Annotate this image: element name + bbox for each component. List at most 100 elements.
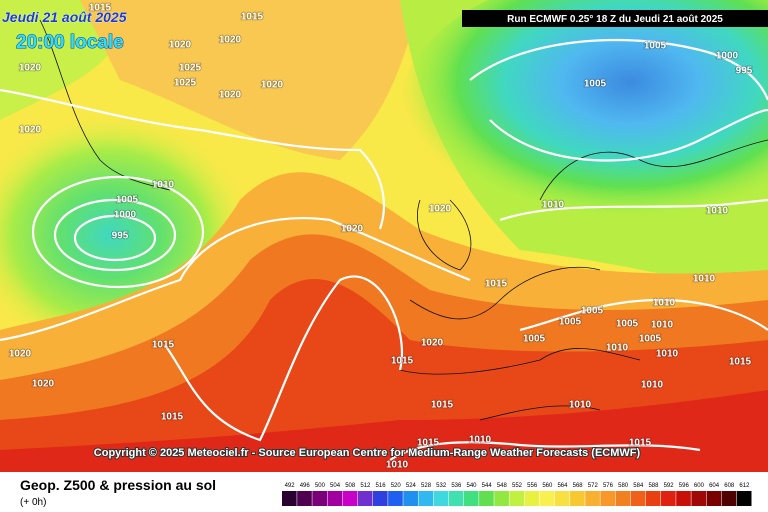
legend-swatch [706,491,722,506]
isobar-label: 1015 [241,12,264,23]
legend-swatch [327,491,343,506]
legend-label: 520 [391,483,402,489]
legend-label: 564 [557,483,568,489]
legend-swatch [312,491,327,506]
isobar-label: 1015 [89,3,112,14]
isobar-label: 1010 [469,435,492,446]
legend-label: 532 [436,483,447,489]
legend-swatch [615,491,631,506]
isobar-label: 1015 [629,438,652,449]
isobar-label: 1015 [431,400,454,411]
legend-swatch [479,491,494,506]
isobar-label: 1015 [485,279,508,290]
legend-swatch [282,491,297,506]
isobar-label: 1005 [616,319,639,330]
legend-label: 568 [573,483,584,489]
coastlines [39,19,768,421]
legend-label: 548 [497,483,508,489]
isobar-label: 1015 [729,357,752,368]
legend-label: 492 [285,483,296,489]
isobar-label: 1025 [179,63,202,74]
legend-label: 572 [588,483,599,489]
footer-title: Geop. Z500 & pression au sol [20,477,216,493]
legend-label: 580 [618,483,629,489]
isobar-label: 1015 [152,340,175,351]
isobar-label: 1010 [641,380,664,391]
isobar-label: 1010 [653,298,676,309]
legend-swatch [585,491,600,506]
legend-swatch [539,491,555,506]
time: 20:00 locale [16,32,124,53]
legend-label: 588 [648,483,659,489]
isobar-label: 1010 [706,206,729,217]
isobar-label: 1000 [114,210,137,221]
legend-label: 600 [694,483,705,489]
legend-label: 556 [527,483,538,489]
legend-swatch [388,491,403,506]
background [0,0,768,472]
isobar-label: 1010 [152,180,175,191]
legend-swatch [403,491,418,506]
legend-label: 544 [482,483,493,489]
isobar-label: 1010 [656,349,679,360]
isobar-label: 1015 [417,438,440,449]
isobar-label: 1010 [606,343,629,354]
isobar-label: 1020 [219,90,242,101]
legend-label: 552 [512,483,523,489]
run-box [462,10,768,27]
legend-swatch [691,491,707,506]
legend-swatch [524,491,540,506]
legend-swatch [630,491,646,506]
legend-label: 560 [542,483,553,489]
legend-swatch [357,491,373,506]
legend-swatch [494,491,509,506]
isobar-label: 1025 [174,78,197,89]
isobar-label: 1020 [429,204,452,215]
legend-label: 592 [664,483,675,489]
copyright: Copyright © 2025 Meteociel.fr - Source E… [94,447,641,459]
legend-swatch [554,491,570,506]
legend-label: 612 [739,483,750,489]
isobar-label: 1005 [584,79,607,90]
legend-swatch [645,491,661,506]
isobar-label: 1005 [644,41,667,52]
isobar-label: 1005 [639,334,662,345]
legend-label: 504 [330,483,341,489]
isobar-label: 1020 [19,125,42,136]
isobar-label: 1020 [9,349,32,360]
isobar-label: 1005 [523,334,546,345]
legend-label: 524 [406,483,417,489]
legend-label: 540 [467,483,478,489]
isobar-label: 1010 [386,460,409,471]
legend-swatch [448,491,464,506]
legend-label: 596 [679,483,690,489]
isobar-label: 1015 [391,356,414,367]
isobar-label: 1010 [569,400,592,411]
isobar-label: 1020 [421,338,444,349]
color-legend: 492 496 500 504 508 512 516 520 524 528 532 536 540 5… [282,483,752,506]
isobar-label: 1010 [693,274,716,285]
isobar-label: 1005 [559,317,582,328]
legend-swatch [418,491,434,506]
legend-swatch [736,491,752,506]
legend-label: 536 [451,483,462,489]
isobar-label: 995 [736,66,753,77]
isobar-label: 1005 [116,195,139,206]
isobar-label: 1010 [542,200,565,211]
legend-label: 528 [421,483,432,489]
legend-label: 608 [724,483,735,489]
footer-subtitle: (+ 0h) [20,497,46,508]
isobar-label: 1020 [169,40,192,51]
legend-swatch [570,491,585,506]
legend-label: 576 [603,483,614,489]
legend-swatch [297,491,312,506]
run-info: Run ECMWF 0.25° 18 Z du Jeudi 21 août 20… [507,14,723,25]
isobar-label: 1020 [19,63,42,74]
isobar-label: 1020 [219,35,242,46]
legend-label: 512 [360,483,371,489]
legend-swatch [661,491,676,506]
legend-swatch [600,491,616,506]
isobar-label: 1000 [716,51,739,62]
isobar-labels: 1015 1015 1020 1020 1020 1025 1025 1020 1020 1020… [8,2,753,472]
